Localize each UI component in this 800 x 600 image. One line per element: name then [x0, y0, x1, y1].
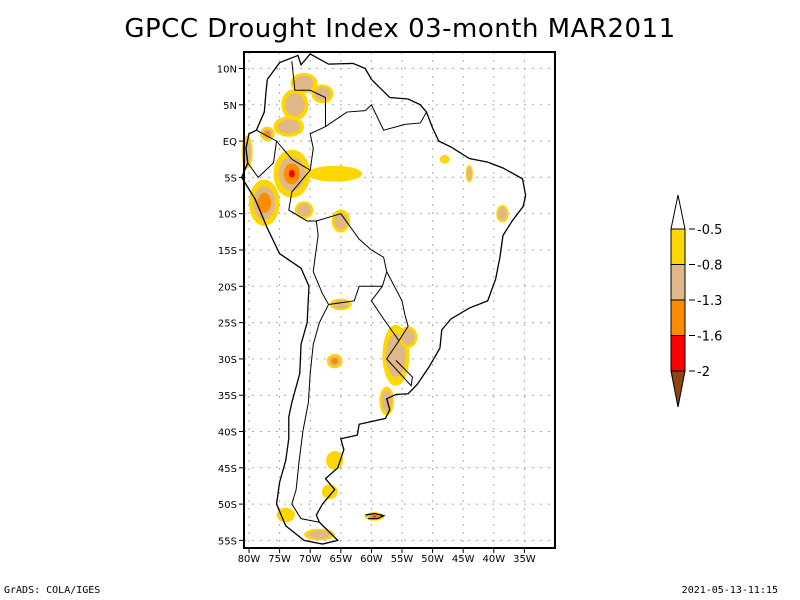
y-tick-label: EQ: [223, 137, 237, 148]
x-tick-label: 40W: [482, 554, 505, 565]
shade-tan: [467, 167, 472, 180]
colorbar-label: -1.3: [697, 294, 722, 309]
latitude-axis: 10N 5N EQ 5S 10S 15S 20S 25S 30S 35S 40S 45S 50S 55S: [217, 65, 244, 548]
colorbar-swatch-red: [671, 336, 685, 372]
grads-credit: GrADS: COLA/IGES: [4, 585, 100, 596]
y-tick-label: 25S: [218, 319, 237, 330]
x-tick-label: 60W: [360, 554, 383, 565]
y-tick-label: 50S: [218, 500, 237, 511]
shade-orange: [331, 358, 338, 364]
y-tick-label: 35S: [218, 391, 237, 402]
longitude-axis: 80W 75W 70W 65W 60W 55W 50W 45W 40W 35W: [238, 548, 536, 565]
x-tick-label: 75W: [268, 554, 291, 565]
x-tick-label: 70W: [299, 554, 322, 565]
shade-yellow: [307, 166, 362, 182]
timestamp: 2021-05-13-11:15: [682, 585, 778, 596]
x-tick-label: 45W: [452, 554, 475, 565]
colorbar-upper-arrow: [671, 195, 685, 229]
y-tick-label: 55S: [218, 536, 237, 547]
drought-region-argentina-north: [330, 299, 352, 311]
shade-tan: [294, 76, 313, 91]
shade-tan: [498, 207, 507, 220]
y-tick-label: 5S: [224, 173, 237, 184]
drought-region-brazil-para: [440, 155, 450, 164]
drought-region-amazon-east-band: [307, 166, 362, 182]
drought-region-tierra-del-fuego: [304, 529, 335, 541]
shade-red: [289, 170, 295, 178]
y-tick-label: 15S: [218, 246, 237, 257]
x-tick-label: 35W: [513, 554, 536, 565]
drought-region-argentina-west: [327, 354, 343, 369]
shade-tan: [285, 93, 304, 116]
y-tick-label: 10S: [218, 210, 237, 221]
shade-yellow: [322, 484, 338, 499]
y-tick-label: 40S: [218, 428, 237, 439]
colorbar-label: -0.5: [697, 223, 722, 238]
map-plot: 80W 75W 70W 65W 60W 55W 50W 45W 40W 35W 10N 5N EQ 5S…: [0, 0, 800, 600]
x-tick-label: 80W: [238, 554, 261, 565]
drought-region-brazil-northeast-1: [466, 165, 473, 182]
shade-tan: [402, 329, 415, 345]
drought-region-peru-brazil-border: [295, 201, 313, 218]
colorbar-lower-arrow: [671, 371, 685, 407]
country-border: [316, 214, 386, 305]
drought-region-peru-north-amazon: [273, 150, 310, 198]
x-tick-label: 50W: [421, 554, 444, 565]
colorbar-legend: -0.5 -0.8 -1.3 -1.6 -2: [671, 195, 722, 407]
colorbar-swatch-yellow: [671, 229, 685, 265]
shade-red: [373, 516, 376, 517]
colorbar-swatch-orange: [671, 300, 685, 336]
shade-yellow: [440, 155, 450, 164]
shade-tan: [278, 119, 300, 134]
y-tick-label: 5N: [223, 101, 237, 112]
y-tick-label: 30S: [218, 355, 237, 366]
shade-tan: [297, 204, 310, 217]
x-tick-label: 55W: [391, 554, 414, 565]
colorbar-swatch-tan: [671, 265, 685, 301]
colorbar-label: -1.6: [697, 330, 722, 345]
drought-region-brazil-northeast-2: [496, 205, 508, 222]
y-tick-label: 45S: [218, 464, 237, 475]
y-tick-label: 10N: [217, 65, 237, 76]
shade-tan: [308, 530, 330, 538]
drought-region-bolivia-north: [332, 209, 350, 232]
drought-region-peru-central: [249, 180, 280, 226]
y-tick-label: 20S: [218, 282, 237, 293]
colorbar-label: -0.8: [697, 259, 722, 274]
x-tick-label: 65W: [329, 554, 352, 565]
drought-region-patagonia-coast-2: [322, 484, 338, 499]
colorbar-label: -2: [697, 365, 710, 380]
